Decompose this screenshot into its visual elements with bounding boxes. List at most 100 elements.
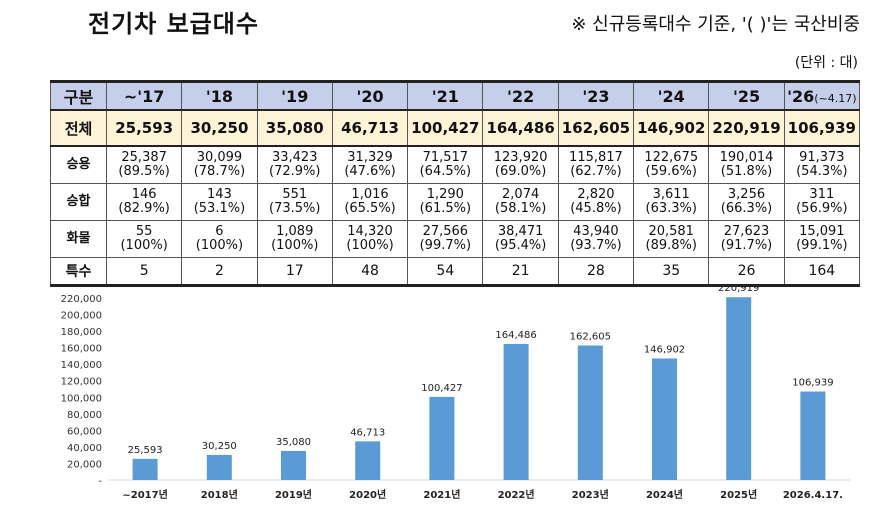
header-year: '23 [557, 80, 635, 111]
bar-value-label: 25,593 [128, 445, 163, 456]
bar [132, 458, 158, 480]
x-tick-label: 2025년 [720, 488, 757, 501]
header-year: '20 [331, 80, 409, 111]
table-cell: 106,939 [783, 109, 861, 147]
table-cell: 1,290 (61.5%) [407, 183, 484, 221]
cell-domestic-share: (82.9%) [118, 201, 170, 216]
cell-value: 146,902 [637, 119, 706, 137]
y-tick-label: 160,000 [61, 344, 102, 355]
cell-value: 54 [436, 263, 455, 279]
cell-value: 31,329 [347, 150, 393, 165]
table-cell: 146 (82.9%) [105, 183, 183, 221]
table-cell: 20,581 (89.8%) [633, 220, 710, 258]
cell-value: 35,080 [265, 119, 324, 137]
table-cell: 46,713 [331, 109, 409, 147]
cell-value: 5 [139, 263, 149, 279]
table-cell: 164 [783, 257, 861, 287]
header-year: '22 [482, 80, 559, 111]
page-subtitle: ※ 신규등록대수 기준, '( )'는 국산비중 [571, 14, 860, 35]
x-tick-label: 2024년 [646, 488, 683, 501]
cell-value: 1,016 [351, 187, 389, 202]
cell-value: 164 [808, 263, 836, 279]
cell-value: 91,373 [799, 150, 845, 165]
ev-bar-chart: - 20,000 40,000 60,000 80,000 100,000 120,000 1… [61, 283, 850, 501]
bar [726, 297, 752, 480]
bar [281, 450, 306, 480]
table-cell: 1,016 (65.5%) [331, 183, 409, 221]
table-cell: 3,256 (66.3%) [708, 183, 785, 221]
y-tick-label: 100,000 [61, 393, 102, 404]
header-year-suffix: (~4.17) [814, 91, 857, 105]
bar [429, 396, 455, 480]
row-label: 승용 [50, 145, 107, 184]
table-cell: 43,940 (93.7%) [557, 220, 635, 258]
cell-value: 15,091 [799, 224, 845, 239]
cell-domestic-share: (56.9%) [796, 201, 848, 216]
table-cell: 30,250 [181, 109, 258, 147]
header-year: '24 [633, 80, 710, 111]
header-year: '21 [407, 80, 484, 111]
cell-domestic-share: (58.1%) [494, 201, 547, 216]
cell-value: 100,427 [411, 119, 480, 137]
table-cell: 21 [482, 257, 559, 287]
table-cell: 190,014 (51.8%) [708, 145, 785, 184]
table-cell: 27,623 (91.7%) [708, 220, 785, 258]
row-passenger: 승용 25,387 (89.5%) 30,099 (78.7%) 33,423 (72.9%… [50, 145, 861, 184]
x-tick-label: 2023년 [572, 488, 609, 501]
bar-value-label: 146,902 [644, 344, 685, 355]
table-cell: 123,920 (69.0%) [482, 145, 559, 184]
y-tick-label: 220,000 [61, 294, 102, 305]
row-total: 전체 25,593 30,250 35,080 46,713 100,427 164,486… [50, 109, 861, 147]
cell-value: 551 [282, 187, 308, 202]
cell-domestic-share: (100%) [271, 238, 319, 253]
row-label: 전체 [50, 109, 107, 147]
header-year: '18 [181, 80, 258, 111]
bar [800, 391, 826, 480]
bar-value-label: 106,939 [792, 378, 833, 389]
x-tick-label: 2019년 [275, 488, 312, 501]
row-label: 승합 [50, 183, 107, 221]
y-tick-label: 180,000 [61, 327, 102, 338]
bar-value-label: 220,919 [718, 283, 759, 294]
cell-domestic-share: (93.7%) [570, 238, 622, 253]
x-tick-label: 2018년 [201, 488, 238, 501]
header-label: 구분 [50, 80, 107, 111]
cell-domestic-share: (53.1%) [193, 201, 246, 216]
table-cell: 31,329 (47.6%) [331, 145, 409, 184]
cell-value: 14,320 [347, 224, 393, 239]
cell-value: 122,675 [644, 150, 699, 165]
cell-value: 26 [737, 263, 756, 279]
bar-value-label: 100,427 [421, 383, 462, 394]
row-label: 화물 [50, 220, 107, 258]
bar-value-label: 46,713 [350, 427, 385, 438]
table-cell: 30,099 (78.7%) [181, 145, 258, 184]
cell-domestic-share: (91.7%) [720, 238, 773, 253]
y-tick-label: 80,000 [67, 410, 102, 421]
bar [206, 454, 232, 480]
cell-value: 30,099 [196, 150, 243, 165]
unit-note: (단위 : 대) [794, 55, 858, 71]
cell-value: 17 [285, 263, 304, 279]
cell-domestic-share: (72.9%) [269, 164, 321, 179]
cell-value: 28 [587, 263, 605, 279]
table-cell: 38,471 (95.4%) [482, 220, 559, 258]
row-truck: 화물 55 (100%) 6 (100%) 1,089 (100%) 14,320 (100%)… [50, 220, 861, 258]
table-cell: 2 [181, 257, 258, 287]
bar [577, 345, 603, 480]
table-cell: 55 (100%) [105, 220, 183, 258]
cell-value: 162,605 [561, 119, 631, 137]
table-cell: 164,486 [482, 109, 559, 147]
x-tick-label: 2026.4.17. [783, 490, 843, 501]
y-tick-label: 140,000 [61, 360, 102, 371]
cell-domestic-share: (99.1%) [796, 238, 848, 253]
table-cell: 143 (53.1%) [181, 183, 258, 221]
cell-domestic-share: (95.4%) [494, 238, 547, 253]
table-cell: 27,566 (99.7%) [407, 220, 484, 258]
table-cell: 71,517 (64.5%) [407, 145, 484, 184]
table-cell: 100,427 [407, 109, 484, 147]
y-tick-label: - [98, 476, 102, 487]
table-cell: 3,611 (63.3%) [633, 183, 710, 221]
cell-domestic-share: (65.5%) [344, 201, 396, 216]
header-year: '19 [256, 80, 333, 111]
x-tick-label: ~2017년 [122, 488, 167, 501]
